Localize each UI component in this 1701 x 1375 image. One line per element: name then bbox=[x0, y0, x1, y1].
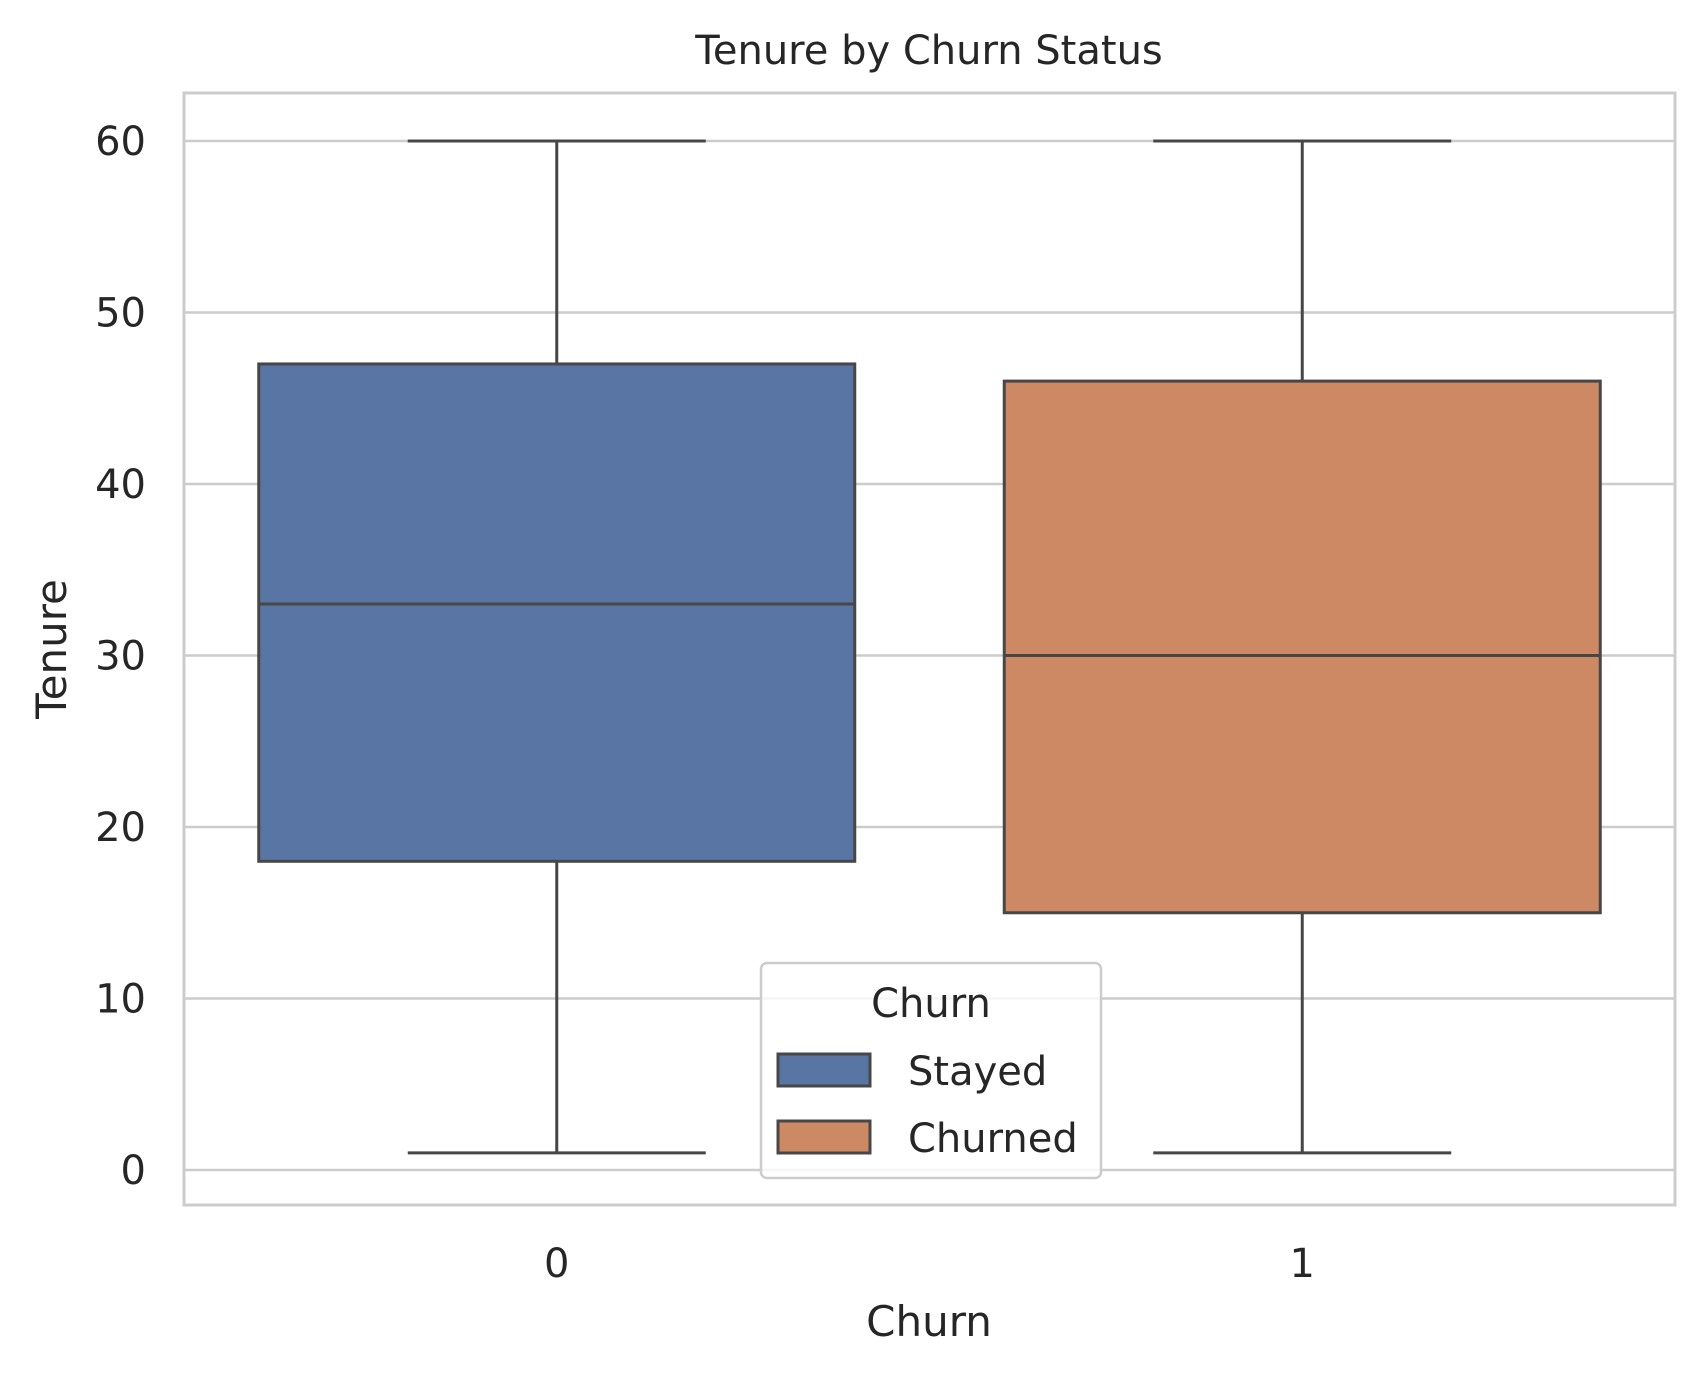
iqr-box bbox=[257, 362, 857, 863]
box-layer bbox=[257, 139, 1602, 1155]
plot-frame bbox=[182, 91, 1677, 1207]
legend-title: Churn bbox=[871, 981, 991, 1027]
y-tick-label: 60 bbox=[95, 119, 146, 165]
y-tick-label: 10 bbox=[95, 977, 146, 1023]
x-axis-label: Churn bbox=[866, 1297, 992, 1346]
legend-swatch-stayed bbox=[776, 1052, 872, 1088]
y-tick-label: 50 bbox=[95, 291, 146, 337]
legend-label-churned: Churned bbox=[908, 1116, 1078, 1162]
x-tick-label: 1 bbox=[1290, 1241, 1315, 1287]
tick-layer: 0 10 20 30 40 50 60 0 1 bbox=[95, 119, 1315, 1287]
y-tick-label: 0 bbox=[121, 1148, 146, 1194]
x-tick-label: 0 bbox=[544, 1241, 569, 1287]
y-tick-label: 20 bbox=[95, 805, 146, 851]
y-tick-label: 30 bbox=[95, 634, 146, 680]
chart-title: Tenure by Churn Status bbox=[694, 28, 1163, 74]
y-axis-label: Tenure bbox=[27, 579, 76, 720]
iqr-box bbox=[1002, 379, 1602, 915]
legend: Churn Stayed Churned bbox=[759, 961, 1103, 1180]
y-tick-label: 40 bbox=[95, 462, 146, 508]
legend-label-stayed: Stayed bbox=[908, 1049, 1047, 1095]
box-churned bbox=[1002, 139, 1602, 1155]
box-stayed bbox=[257, 139, 857, 1155]
legend-swatch-churned bbox=[776, 1119, 872, 1155]
